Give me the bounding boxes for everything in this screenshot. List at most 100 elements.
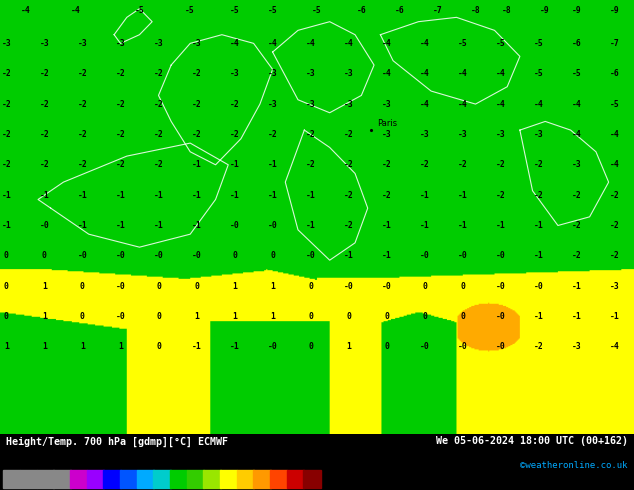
Text: -3: -3	[191, 39, 202, 48]
Text: -0: -0	[77, 251, 87, 260]
Text: -4: -4	[268, 39, 278, 48]
Bar	[270, 470, 287, 488]
Text: -2: -2	[191, 130, 202, 139]
Text: 1: 1	[232, 312, 237, 321]
Text: -0: -0	[115, 312, 126, 321]
Text: 0: 0	[156, 312, 161, 321]
Text: -0: -0	[39, 221, 49, 230]
Bar	[236, 470, 254, 488]
Text: -7: -7	[432, 6, 443, 15]
Text: -0: -0	[191, 251, 202, 260]
Text: -0: -0	[496, 312, 506, 321]
Text: -0: -0	[268, 221, 278, 230]
Text: -2: -2	[77, 130, 87, 139]
Text: -1: -1	[572, 312, 582, 321]
Text: -2: -2	[572, 251, 582, 260]
Text: -2: -2	[77, 69, 87, 78]
Text: -1: -1	[153, 221, 164, 230]
Text: -4: -4	[420, 39, 430, 48]
Text: -1: -1	[382, 221, 392, 230]
Text: -2: -2	[420, 160, 430, 169]
Text: -3: -3	[230, 69, 240, 78]
Text: -1: -1	[191, 191, 202, 199]
Text: -2: -2	[191, 99, 202, 109]
Text: -2: -2	[39, 69, 49, 78]
Text: -2: -2	[496, 191, 506, 199]
Text: -1: -1	[268, 160, 278, 169]
Text: 0: 0	[308, 282, 313, 291]
Text: 0: 0	[156, 343, 161, 351]
Text: -4: -4	[458, 99, 468, 109]
Text: -1: -1	[191, 343, 202, 351]
Text: Height/Temp. 700 hPa [gdmp][°C] ECMWF: Height/Temp. 700 hPa [gdmp][°C] ECMWF	[6, 437, 228, 447]
Text: -2: -2	[268, 130, 278, 139]
Text: -3: -3	[382, 99, 392, 109]
Bar	[153, 470, 171, 488]
Text: 1: 1	[42, 282, 47, 291]
Text: -1: -1	[534, 312, 544, 321]
Text: -3: -3	[306, 69, 316, 78]
Text: -0: -0	[496, 282, 506, 291]
Text: -5: -5	[534, 39, 544, 48]
Text: -0: -0	[496, 251, 506, 260]
Text: 0: 0	[384, 312, 389, 321]
Text: 1: 1	[118, 343, 123, 351]
Text: 0: 0	[80, 312, 85, 321]
Text: -1: -1	[534, 221, 544, 230]
Text: -1: -1	[268, 191, 278, 199]
Text: -3: -3	[268, 69, 278, 78]
Text: 0: 0	[308, 343, 313, 351]
Text: -2: -2	[230, 99, 240, 109]
Text: -2: -2	[39, 130, 49, 139]
Text: -1: -1	[534, 251, 544, 260]
Text: -3: -3	[610, 282, 620, 291]
Text: -1: -1	[191, 221, 202, 230]
Text: -2: -2	[77, 160, 87, 169]
Text: -5: -5	[572, 69, 582, 78]
Text: We 05-06-2024 18:00 UTC (00+162): We 05-06-2024 18:00 UTC (00+162)	[436, 437, 628, 446]
Text: -6: -6	[356, 6, 366, 15]
Text: -0: -0	[306, 251, 316, 260]
Text: -5: -5	[496, 39, 506, 48]
Text: -5: -5	[134, 6, 145, 15]
Text: -1: -1	[77, 221, 87, 230]
Text: -0: -0	[420, 251, 430, 260]
Text: -2: -2	[153, 130, 164, 139]
Text: -2: -2	[77, 99, 87, 109]
Text: -2: -2	[1, 130, 11, 139]
Text: -3: -3	[572, 343, 582, 351]
Text: -2: -2	[534, 343, 544, 351]
Text: -3: -3	[420, 130, 430, 139]
Text: 0: 0	[308, 312, 313, 321]
Text: -3: -3	[268, 99, 278, 109]
Text: -2: -2	[39, 160, 49, 169]
Bar	[3, 470, 20, 488]
Text: -1: -1	[1, 191, 11, 199]
Text: -2: -2	[610, 251, 620, 260]
Text: -3: -3	[458, 130, 468, 139]
Text: -0: -0	[115, 251, 126, 260]
Text: -4: -4	[610, 130, 620, 139]
Text: -2: -2	[1, 69, 11, 78]
Text: -3: -3	[306, 99, 316, 109]
Text: 0: 0	[4, 251, 9, 260]
Text: 0: 0	[460, 312, 465, 321]
Text: -3: -3	[153, 39, 164, 48]
Text: -1: -1	[306, 191, 316, 199]
Bar	[287, 470, 304, 488]
Text: 1: 1	[232, 282, 237, 291]
Text: -2: -2	[115, 160, 126, 169]
Text: -3: -3	[496, 130, 506, 139]
Text: -0: -0	[382, 282, 392, 291]
Text: -2: -2	[572, 191, 582, 199]
Text: -1: -1	[496, 221, 506, 230]
Text: -6: -6	[610, 69, 620, 78]
Bar	[37, 470, 54, 488]
Text: -1: -1	[230, 191, 240, 199]
Text: -2: -2	[115, 69, 126, 78]
Text: -9: -9	[572, 6, 582, 15]
Text: -0: -0	[268, 343, 278, 351]
Text: -2: -2	[230, 130, 240, 139]
Text: -2: -2	[306, 130, 316, 139]
Text: -2: -2	[458, 160, 468, 169]
